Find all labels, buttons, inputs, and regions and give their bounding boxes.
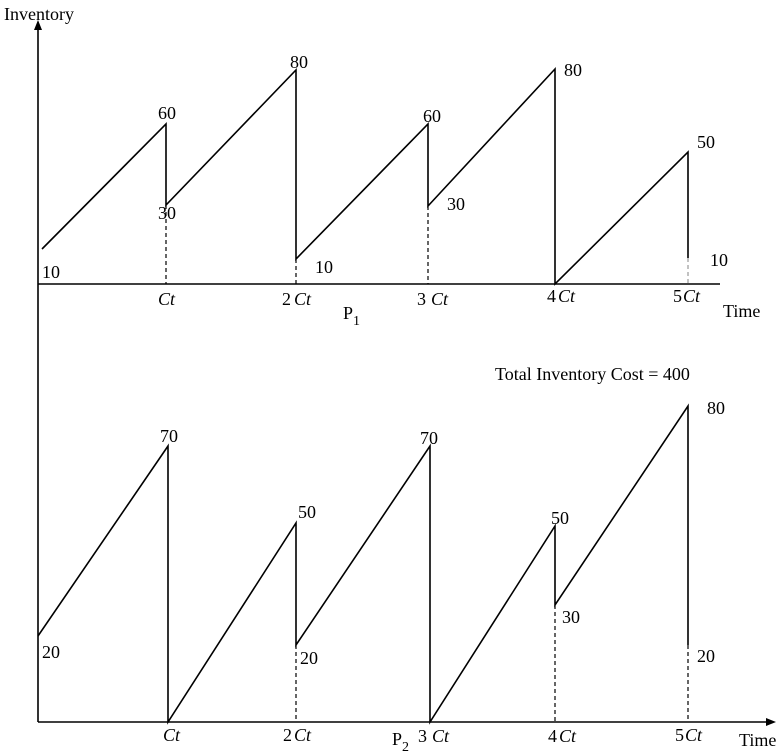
- p1-tick: 2 Ct: [282, 289, 312, 309]
- y-axis-label: Inventory: [4, 4, 74, 24]
- p1-inventory-curve: [41, 66, 689, 286]
- p2-tick: 3 Ct: [418, 726, 450, 746]
- p2-tick: Ct: [163, 725, 181, 745]
- p1-value-label: 10: [710, 250, 728, 270]
- x-axis-bottom-arrow: [766, 718, 776, 726]
- y-axis-arrow: [34, 20, 42, 30]
- x-axis-label-bottom: Time: [739, 730, 776, 750]
- p1-value-label: 30: [158, 203, 176, 223]
- p1-value-label: 60: [158, 103, 176, 123]
- p1-value-label: 30: [447, 194, 465, 214]
- p2-value-label: 70: [420, 428, 438, 448]
- p1-value-label: 10: [42, 262, 60, 282]
- p1-tick: 5Ct: [673, 286, 701, 306]
- p2-value-label: 80: [707, 398, 725, 418]
- p2-tick: 5Ct: [675, 725, 703, 745]
- p1-tick: Ct: [158, 289, 176, 309]
- total-cost-text: Total Inventory Cost = 400: [495, 364, 690, 384]
- p2-value-label: 20: [300, 648, 318, 668]
- p2-value-label: 20: [697, 646, 715, 666]
- p2-value-label: 50: [551, 508, 569, 528]
- p2-inventory-curve: [37, 403, 689, 725]
- p1-value-label: 80: [564, 60, 582, 80]
- p1-value-label: 10: [315, 257, 333, 277]
- x-axis-label-top: Time: [723, 301, 760, 321]
- p2-tick: 2 Ct: [283, 725, 312, 745]
- p1-tick: 3 Ct: [417, 289, 449, 309]
- p1-value-label: 60: [423, 106, 441, 126]
- p1-tick: 4 Ct: [547, 286, 576, 306]
- p2-tick: 4 Ct: [548, 726, 577, 746]
- p2-label: P2: [392, 729, 409, 755]
- p2-value-label: 20: [42, 642, 60, 662]
- p2-value-label: 70: [160, 426, 178, 446]
- p1-value-label: 80: [290, 52, 308, 72]
- p2-value-label: 50: [298, 502, 316, 522]
- p1-label: P1: [343, 303, 360, 329]
- p1-value-label: 50: [697, 132, 715, 152]
- p2-value-label: 30: [562, 607, 580, 627]
